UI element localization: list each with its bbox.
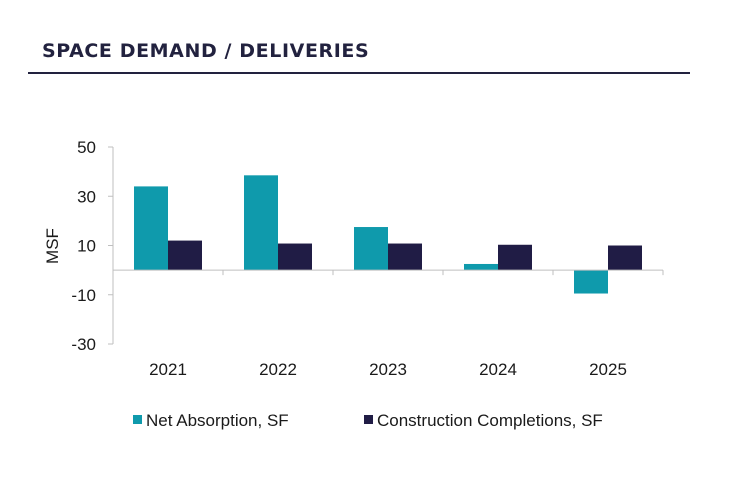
x-axis-ticks: [112, 270, 664, 276]
bars-group: [134, 175, 642, 294]
legend-construction-completions-label: Construction Completions, SF: [377, 411, 603, 430]
y-tick-label: -30: [71, 335, 96, 354]
construction-completions-bar: [168, 240, 202, 271]
y-tick-label: 50: [77, 138, 96, 157]
title-underline: [28, 72, 690, 74]
net-absorption-bar: [244, 175, 278, 271]
legend: Net Absorption, SF Construction Completio…: [133, 411, 603, 430]
net-absorption-bar: [464, 263, 498, 271]
net-absorption-bar: [354, 227, 388, 271]
x-category-label: 2021: [149, 360, 187, 379]
net-absorption-bar: [574, 270, 608, 294]
legend-net-absorption-swatch: [133, 415, 142, 424]
y-axis-title: MSF: [43, 228, 62, 264]
net-absorption-bar: [134, 186, 168, 271]
y-tick-label: 30: [77, 187, 96, 206]
x-axis-labels: 2021 2022 2023 2024 2025: [149, 360, 627, 379]
construction-completions-bar: [278, 243, 312, 271]
page-title: SPACE DEMAND / DELIVERIES: [42, 40, 370, 62]
construction-completions-bar: [388, 243, 422, 271]
x-category-label: 2024: [479, 360, 517, 379]
y-tick-label: -10: [71, 286, 96, 305]
legend-construction-completions-swatch: [364, 415, 373, 424]
x-category-label: 2022: [259, 360, 297, 379]
x-category-label: 2025: [589, 360, 627, 379]
y-axis-ticks: 50 30 10 -10 -30: [71, 138, 113, 354]
x-category-label: 2023: [369, 360, 407, 379]
construction-completions-bar: [498, 244, 532, 271]
legend-net-absorption-label: Net Absorption, SF: [146, 411, 289, 430]
y-tick-label: 10: [77, 237, 96, 256]
construction-completions-bar: [608, 245, 642, 271]
